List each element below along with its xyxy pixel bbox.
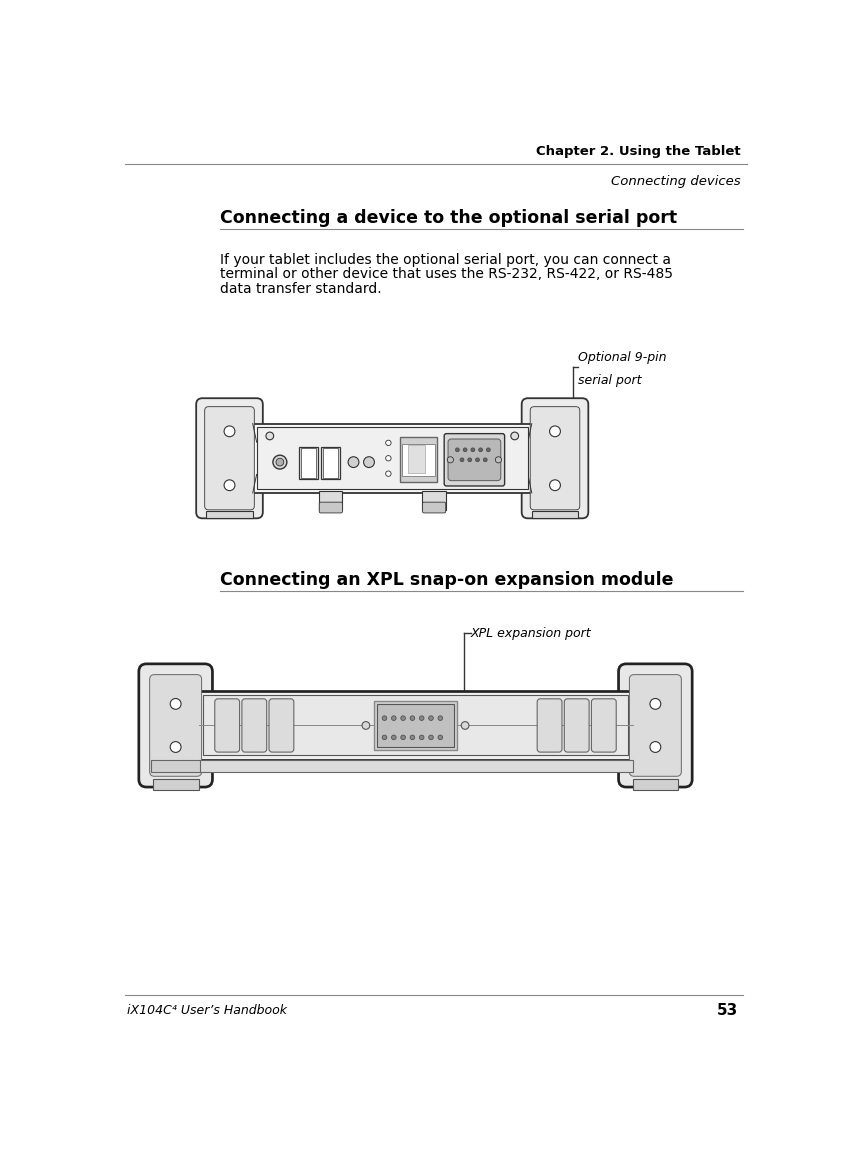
Circle shape [401, 735, 405, 740]
Text: data transfer standard.: data transfer standard. [220, 282, 381, 296]
Bar [257, 428, 528, 489]
Circle shape [486, 447, 490, 452]
Circle shape [549, 480, 560, 490]
Circle shape [461, 721, 469, 729]
Circle shape [266, 432, 273, 439]
FancyBboxPatch shape [205, 407, 254, 510]
Bar [632, 779, 679, 791]
FancyBboxPatch shape [138, 664, 213, 787]
FancyBboxPatch shape [530, 407, 580, 510]
Bar [322, 449, 338, 477]
Circle shape [386, 455, 391, 461]
Circle shape [170, 742, 181, 753]
Circle shape [224, 480, 235, 490]
Circle shape [650, 698, 661, 710]
Bar [252, 423, 532, 492]
FancyBboxPatch shape [269, 699, 294, 753]
Circle shape [549, 425, 560, 437]
Text: Connecting devices: Connecting devices [611, 175, 741, 187]
Circle shape [362, 721, 370, 729]
FancyBboxPatch shape [537, 699, 562, 753]
FancyBboxPatch shape [619, 664, 692, 787]
Circle shape [495, 457, 501, 462]
Circle shape [170, 698, 181, 710]
Circle shape [382, 716, 387, 720]
Circle shape [401, 716, 405, 720]
Circle shape [429, 716, 433, 720]
FancyBboxPatch shape [630, 675, 681, 777]
Circle shape [348, 457, 359, 467]
Circle shape [392, 716, 396, 720]
FancyBboxPatch shape [444, 434, 505, 486]
FancyBboxPatch shape [319, 502, 343, 513]
FancyBboxPatch shape [522, 398, 588, 518]
Circle shape [438, 735, 442, 740]
Text: 53: 53 [717, 1003, 738, 1018]
Bar [400, 437, 437, 482]
Text: Optional 9-pin: Optional 9-pin [578, 350, 667, 363]
Circle shape [392, 735, 396, 740]
Text: If your tablet includes the optional serial port, you can connect a: If your tablet includes the optional ser… [220, 253, 671, 267]
Circle shape [484, 458, 487, 461]
Bar [403, 444, 435, 476]
Text: Connecting an XPL snap-on expansion module: Connecting an XPL snap-on expansion modu… [220, 571, 674, 590]
Circle shape [273, 455, 287, 469]
Circle shape [429, 735, 433, 740]
Circle shape [447, 457, 453, 462]
Bar [300, 449, 316, 477]
Circle shape [419, 735, 424, 740]
FancyBboxPatch shape [196, 398, 262, 518]
Bar [206, 511, 252, 518]
Circle shape [475, 458, 479, 461]
Circle shape [463, 447, 467, 452]
Circle shape [438, 716, 442, 720]
FancyBboxPatch shape [214, 699, 240, 753]
Text: terminal or other device that uses the RS-232, RS-422, or RS-485: terminal or other device that uses the R… [220, 267, 674, 281]
Text: Connecting a device to the optional serial port: Connecting a device to the optional seri… [220, 209, 678, 228]
FancyBboxPatch shape [149, 675, 202, 777]
Circle shape [224, 425, 235, 437]
Bar [532, 511, 578, 518]
Bar [300, 446, 318, 479]
Bar [321, 446, 339, 479]
Circle shape [419, 716, 424, 720]
Circle shape [382, 735, 387, 740]
FancyBboxPatch shape [565, 699, 589, 753]
Circle shape [511, 432, 518, 439]
Circle shape [410, 735, 414, 740]
Circle shape [460, 458, 464, 461]
Circle shape [410, 716, 414, 720]
Text: serial port: serial port [578, 373, 641, 386]
FancyBboxPatch shape [592, 699, 616, 753]
Text: Chapter 2. Using the Tablet: Chapter 2. Using the Tablet [537, 144, 741, 157]
Circle shape [386, 470, 391, 476]
Bar [203, 696, 628, 756]
Text: XPL expansion port: XPL expansion port [470, 627, 591, 639]
Bar [151, 761, 200, 772]
Bar [198, 761, 632, 772]
Circle shape [479, 447, 483, 452]
Bar [374, 702, 457, 750]
Bar [319, 491, 343, 510]
Circle shape [471, 447, 475, 452]
Bar [153, 779, 198, 791]
Circle shape [456, 447, 459, 452]
Circle shape [650, 742, 661, 753]
Circle shape [468, 458, 472, 461]
Circle shape [364, 457, 375, 467]
FancyBboxPatch shape [448, 439, 500, 481]
FancyBboxPatch shape [242, 699, 267, 753]
FancyBboxPatch shape [423, 502, 446, 513]
Text: iX104C⁴ User’s Handbook: iX104C⁴ User’s Handbook [127, 1003, 287, 1017]
Circle shape [276, 458, 284, 466]
Bar [408, 445, 425, 473]
Circle shape [386, 440, 391, 445]
Bar [423, 491, 446, 510]
Bar [198, 691, 632, 761]
Bar [376, 704, 454, 747]
